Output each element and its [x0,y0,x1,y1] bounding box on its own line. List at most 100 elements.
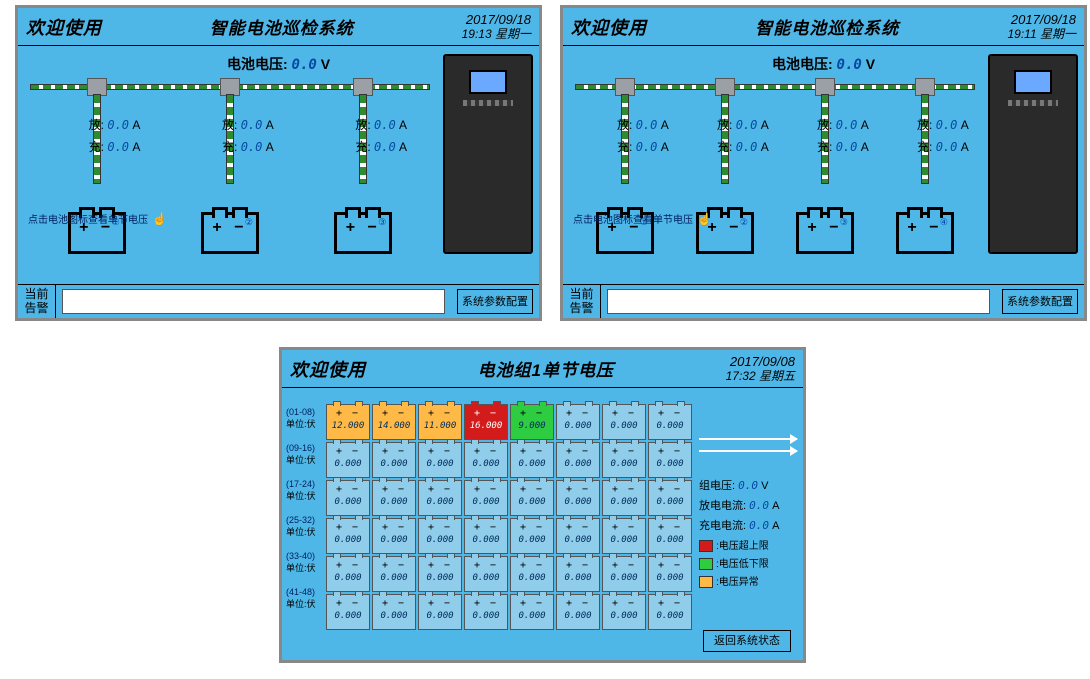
voltage-value: 0.0 [292,57,317,73]
cell[interactable]: + −0.000 [372,556,416,592]
cell[interactable]: + −0.000 [326,556,370,592]
overview-panel-4ch: 欢迎使用 智能电池巡检系统 2017/09/18 19:11 星期一 电池电压:… [560,5,1087,321]
datetime: 2017/09/18 19:11 星期一 [1008,13,1077,41]
cell[interactable]: + −0.000 [418,556,462,592]
cell[interactable]: + −0.000 [602,480,646,516]
voltage-unit: V [866,56,875,72]
battery-branch: 放: 0.0 A充: 0.0 A + −③ [313,84,413,254]
row-label: (33-40)单位:伏 [286,550,316,586]
row-label: (17-24)单位:伏 [286,478,316,514]
cell[interactable]: + −0.000 [602,594,646,630]
welcome-label: 欢迎使用 [26,14,102,40]
cell[interactable]: + −0.000 [648,404,692,440]
cell[interactable]: + −0.000 [418,518,462,554]
cell[interactable]: + −0.000 [602,518,646,554]
cell[interactable]: + −0.000 [556,404,600,440]
back-button[interactable]: 返回系统状态 [703,630,791,652]
cell[interactable]: + −0.000 [372,518,416,554]
footer: 当前 告警 系统参数配置 [563,284,1084,318]
group-voltage-label: 组电压: [699,480,735,492]
battery-branch: 放: 0.0 A充: 0.0 A+ −① [47,84,147,254]
charge-current-unit: A [772,520,779,532]
branch-readings: 放: 0.0 A充: 0.0 A [717,114,769,158]
overview-body: 电池电压: 0.0 V 放: 0.0 A充: 0.0 A+ −①放: 0.0 A… [18,46,539,266]
system-config-button[interactable]: 系统参数配置 [457,289,533,314]
time-label: 19:11 [1008,27,1037,41]
titlebar: 欢迎使用 智能电池巡检系统 2017/09/18 19:11 星期一 [563,8,1084,46]
battery-icon[interactable]: + −③ [796,212,854,254]
battery-index: ③ [840,217,848,228]
cell[interactable]: + −0.000 [326,442,370,478]
branch-readings: 放: 0.0 A充: 0.0 A [617,114,669,158]
cell[interactable]: + −0.000 [464,518,508,554]
alarm-label-2: 告警 [567,301,596,315]
cell[interactable]: + −0.000 [648,442,692,478]
battery-icon[interactable]: + −④ [896,212,954,254]
cell[interactable]: + −0.000 [556,442,600,478]
alarm-label: 当前 告警 [18,285,56,318]
cell[interactable]: + −0.000 [464,480,508,516]
cell[interactable]: + −12.000 [326,404,370,440]
legend-warn-label: :电压异常 [716,577,759,588]
cell[interactable]: + −0.000 [648,556,692,592]
battery-icon[interactable]: + −② [201,212,259,254]
legend-swatch-lo [699,558,713,570]
weekday-label: 星期一 [495,27,531,41]
cell[interactable]: + −0.000 [602,556,646,592]
cell[interactable]: + −0.000 [372,480,416,516]
row-label: (41-48)单位:伏 [286,586,316,622]
cell[interactable]: + −11.000 [418,404,462,440]
datetime: 2017/09/18 19:13 星期一 [462,13,531,41]
battery-icon[interactable]: + −③ [334,212,392,254]
cell[interactable]: + −0.000 [326,518,370,554]
cell[interactable]: + −9.000 [510,404,554,440]
cell[interactable]: + −0.000 [372,442,416,478]
cell[interactable]: + −0.000 [464,556,508,592]
ups-icon [988,54,1078,254]
battery-branch: 放: 0.0 A充: 0.0 A+ −④ [875,84,975,254]
branch-readings: 放: 0.0 A充: 0.0 A [355,114,407,158]
cell[interactable]: + −0.000 [602,404,646,440]
cell[interactable]: + −0.000 [556,480,600,516]
row-label: (01-08)单位:伏 [286,406,316,442]
cell[interactable]: + −0.000 [464,594,508,630]
cell[interactable]: + −0.000 [556,594,600,630]
cell[interactable]: + −0.000 [510,518,554,554]
page-title: 电池组1单节电压 [478,356,614,381]
legend-hi-label: :电压超上限 [716,541,769,552]
output-arrows-icon [699,428,797,464]
welcome-label: 欢迎使用 [290,356,366,382]
system-config-button[interactable]: 系统参数配置 [1002,289,1078,314]
cell[interactable]: + −0.000 [510,442,554,478]
row-labels: (01-08)单位:伏(09-16)单位:伏(17-24)单位:伏(25-32)… [286,406,316,622]
charge-current-label: 充电电流: [699,520,746,532]
cell[interactable]: + −0.000 [556,518,600,554]
cell[interactable]: + −0.000 [326,594,370,630]
branch-readings: 放: 0.0 A充: 0.0 A [89,114,141,158]
cell[interactable]: + −0.000 [556,556,600,592]
footer: 当前 告警 系统参数配置 [18,284,539,318]
cell[interactable]: + −14.000 [372,404,416,440]
cell[interactable]: + −0.000 [326,480,370,516]
cells-body: (01-08)单位:伏(09-16)单位:伏(17-24)单位:伏(25-32)… [282,388,803,660]
cell[interactable]: + −0.000 [418,442,462,478]
cell[interactable]: + −0.000 [510,594,554,630]
cell[interactable]: + −0.000 [464,442,508,478]
cell[interactable]: + −16.000 [464,404,508,440]
cell[interactable]: + −0.000 [510,480,554,516]
voltage-label-text: 电池电压: [227,56,288,72]
cell[interactable]: + −0.000 [648,518,692,554]
cell[interactable]: + −0.000 [418,480,462,516]
cell[interactable]: + −0.000 [648,594,692,630]
date-label: 2017/09/18 [462,13,531,27]
discharge-current-unit: A [772,500,779,512]
overview-body: 电池电压: 0.0 V 放: 0.0 A充: 0.0 A+ −①放: 0.0 A… [563,46,1084,266]
alarm-label-2: 告警 [22,301,51,315]
weekday-label: 星期五 [759,369,795,383]
cell[interactable]: + −0.000 [372,594,416,630]
legend-swatch-warn [699,576,713,588]
cell[interactable]: + −0.000 [602,442,646,478]
cell[interactable]: + −0.000 [648,480,692,516]
cell[interactable]: + −0.000 [418,594,462,630]
cell[interactable]: + −0.000 [510,556,554,592]
